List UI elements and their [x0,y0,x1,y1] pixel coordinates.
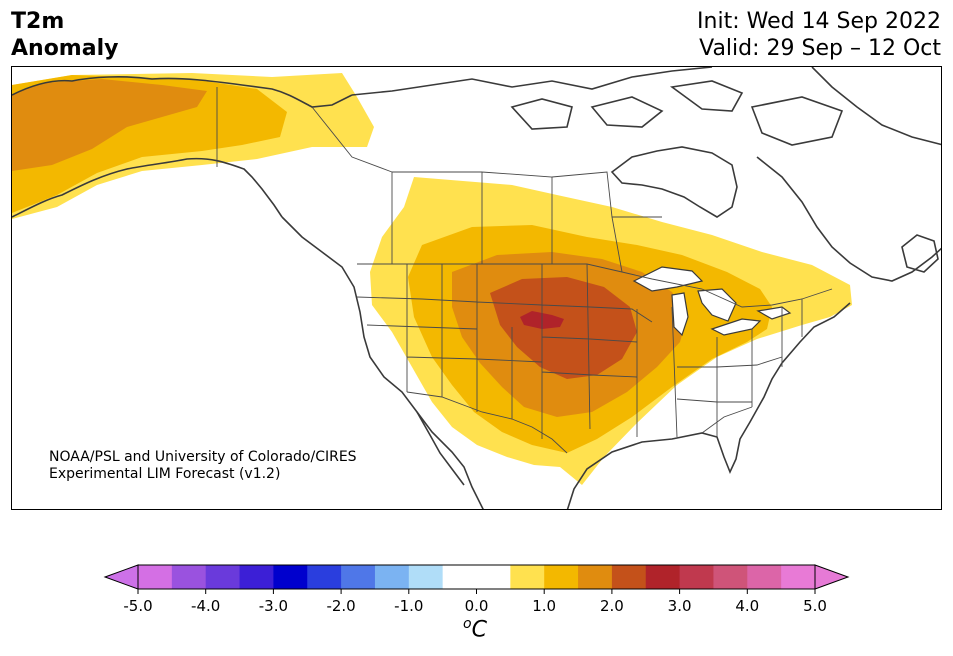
colorbar-cell [374,565,410,589]
colorbar-tick-label: 5.0 [803,597,827,615]
title-anomaly: Anomaly [11,36,119,61]
lake-michigan [671,292,689,337]
gulf-coast [566,302,851,509]
colorbar-cell [645,565,681,589]
colorbar-cell [578,565,613,589]
colorbar-cell [611,565,647,589]
colorbar-unit: oC [463,616,487,642]
us-canada-border [357,263,833,308]
colorbar-cell [205,565,241,589]
colorbar-cell [747,565,782,589]
unit-celsius: C [471,617,487,643]
political-borders [216,87,833,454]
alaska-orange-region [12,79,207,171]
colorbar-tick-label: 0.0 [464,597,489,615]
credit-text: NOAA/PSL and University of Colorado/CIRE… [49,449,357,483]
hudson-bay [610,146,738,218]
colorbar-cells [138,565,816,589]
west-coast [281,216,484,509]
colorbar-tick-label: 4.0 [735,597,760,615]
colorbar-cell [138,565,173,589]
colorbar-tick-label: -2.0 [326,597,356,615]
colorbar-tick-label: -3.0 [258,597,289,615]
colorbar-cell [341,565,376,589]
valid-period: Valid: 29 Sep – 12 Oct [699,36,941,61]
map-panel [11,66,942,510]
colorbar-tick-label: 3.0 [667,597,692,615]
init-date: Init: Wed 14 Sep 2022 [697,9,941,34]
credit-line-1: NOAA/PSL and University of Colorado/CIRE… [49,449,357,465]
us-states-west [356,264,543,419]
coastlines [12,67,941,509]
colorbar-under-triangle [103,564,139,590]
arctic-coast [351,67,713,96]
us-states-east [676,299,803,437]
colorbar-tick-label: -1.0 [394,597,424,615]
baja-peninsula [416,411,465,486]
unit-degree: o [463,616,472,632]
colorbar-cell [307,565,342,589]
us-states-central [541,263,678,439]
colorbar-cell [273,565,308,589]
colorbar-cell [510,565,545,589]
us-dark-orange-region [490,277,637,379]
colorbar-cell [544,565,579,589]
colorbar-tick-marks [137,589,816,594]
greenland-coast [811,67,941,146]
lake-huron [697,288,737,322]
colorbar-cell [239,565,274,589]
credit-line-2: Experimental LIM Forecast (v1.2) [49,466,281,482]
colorbar-tick-label: -5.0 [123,597,153,615]
anomaly-map [12,67,941,509]
colorbar-tick-label: -4.0 [191,597,221,615]
colorbar-over-triangle [814,564,850,590]
alaska-south-coast [12,157,283,218]
newfoundland [901,234,939,273]
title-right: Init: Wed 14 Sep 2022 Valid: 29 Sep – 12… [697,8,941,62]
alaska-coast [12,76,353,108]
colorbar-cell [442,565,477,589]
colorbar-cell [781,565,816,589]
colorbar-cell [713,565,748,589]
arctic-islands [510,80,844,146]
lake-superior [632,266,704,292]
colorbar-cell [408,565,444,589]
colorbar-cell [171,565,207,589]
title-left: T2m Anomaly [11,8,118,62]
labrador-coast [756,156,941,282]
colorbar-tick-label: 2.0 [599,597,624,615]
canada-provinces [311,106,662,273]
lake-erie [710,318,762,336]
colorbar [103,564,850,594]
title-variable: T2m [11,9,65,34]
colorbar-tick-label: 1.0 [532,597,557,615]
colorbar-cell [679,565,714,589]
colorbar-cell [476,565,511,589]
